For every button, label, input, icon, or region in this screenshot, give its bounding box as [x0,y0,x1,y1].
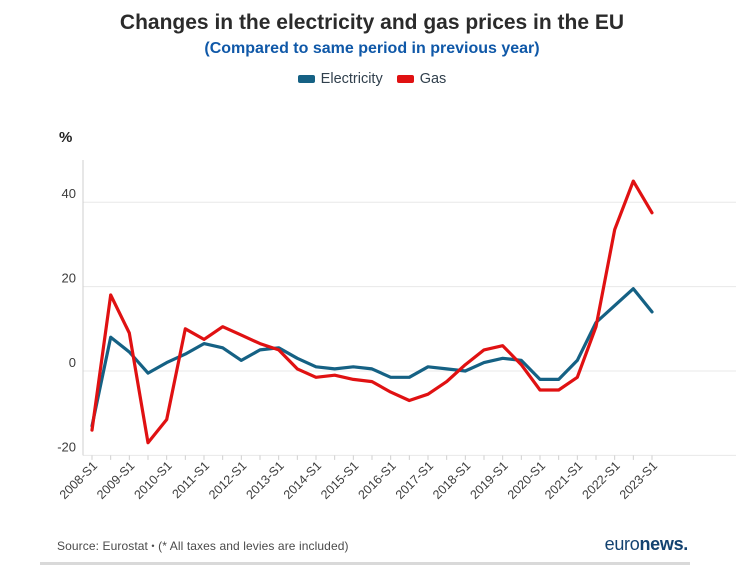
x-tick-label: 2018-S1 [430,459,473,502]
gas-swatch-icon [396,75,414,84]
x-tick-label: 2013-S1 [243,459,286,502]
legend-label-electricity: Electricity [320,71,383,88]
x-tick-label: 2022-S1 [579,459,622,502]
logo-euro: euro [604,534,640,554]
x-tick-label: 2019-S1 [467,459,510,502]
legend-item-electricity: Electricity [297,71,383,88]
x-tick-label: 2021-S1 [542,459,585,502]
y-tick-label: 40 [62,186,76,201]
logo-news: news. [639,534,688,554]
chart-plot: 40200-20%2008-S12009-S12010-S12011-S1201… [57,129,736,502]
chart-legend: Electricity Gas [0,71,744,87]
legend-label-gas: Gas [419,71,447,88]
chart-footer: Source: Eurostat • (* All taxes and levi… [57,534,688,555]
y-tick-label: 20 [62,271,76,286]
taxes-note: (* All taxes and levies are included) [158,539,349,553]
x-tick-label: 2014-S1 [281,459,324,502]
page-title: Changes in the electricity and gas price… [119,11,625,34]
page-subtitle: (Compared to same period in previous yea… [204,40,540,58]
source-note: Source: Eurostat • (* All taxes and levi… [57,539,349,553]
separator-dot: • [151,541,155,551]
x-tick-label: 2010-S1 [131,459,174,502]
x-tick-label: 2015-S1 [318,459,361,502]
x-tick-label: 2023-S1 [617,459,660,502]
gas-line [90,179,654,445]
x-tick-label: 2020-S1 [505,459,548,502]
source-label: Source: Eurostat [57,539,148,553]
euronews-logo: euronews. [604,534,689,555]
y-axis-unit-label: % [59,129,72,146]
electricity-line [90,287,654,428]
x-tick-label: 2017-S1 [393,459,436,502]
y-tick-label: -20 [57,439,76,454]
y-tick-label: 0 [69,355,76,370]
x-tick-label: 2011-S1 [169,459,212,502]
electricity-swatch-icon [297,75,315,84]
x-tick-label: 2012-S1 [206,459,249,502]
legend-item-gas: Gas [396,71,447,88]
chart-header: Changes in the electricity and gas price… [0,0,744,87]
bottom-rule [40,562,690,565]
x-tick-label: 2008-S1 [57,459,100,502]
x-tick-label: 2009-S1 [94,459,137,502]
x-tick-label: 2016-S1 [355,459,398,502]
